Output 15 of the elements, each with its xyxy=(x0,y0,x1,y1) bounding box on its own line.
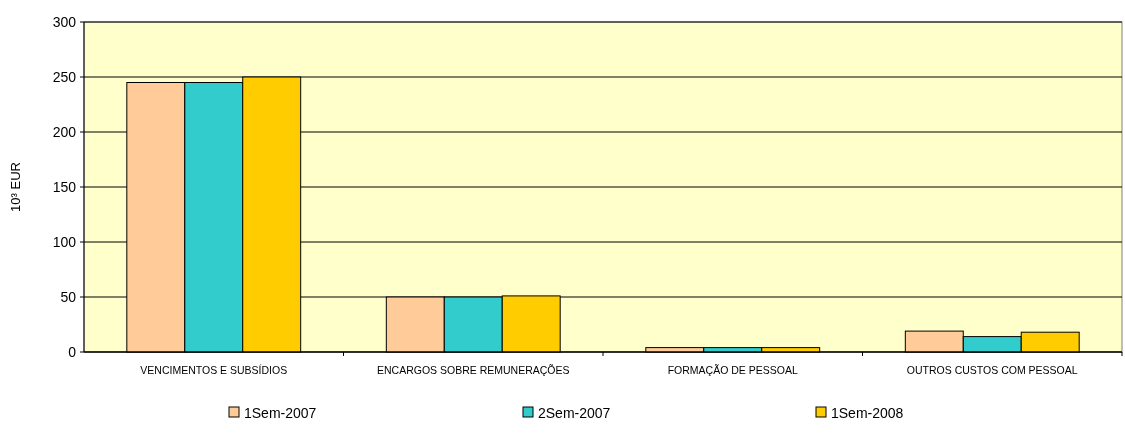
x-tick-label: ENCARGOS SOBRE REMUNERAÇÕES xyxy=(376,364,570,376)
legend-label: 1Sem-2007 xyxy=(244,405,317,421)
y-tick-label: 300 xyxy=(52,13,77,30)
legend-label: 2Sem-2007 xyxy=(538,405,611,421)
y-tick-label: 200 xyxy=(52,123,77,140)
y-tick-label: 150 xyxy=(52,178,77,195)
y-tick-label: 0 xyxy=(68,343,77,360)
x-tick-label: FORMAÇÃO DE PESSOAL xyxy=(667,364,798,376)
y-tick-label: 250 xyxy=(52,68,77,85)
legend-label: 1Sem-2008 xyxy=(831,405,904,421)
x-tick-label: VENCIMENTOS E SUBSÍDIOS xyxy=(140,364,288,376)
y-tick-label: 100 xyxy=(52,233,77,250)
y-tick-label: 50 xyxy=(60,288,77,305)
x-tick-label: OUTROS CUSTOS COM PESSOAL xyxy=(906,364,1078,376)
y-axis-title: 10³ EUR xyxy=(8,162,23,212)
